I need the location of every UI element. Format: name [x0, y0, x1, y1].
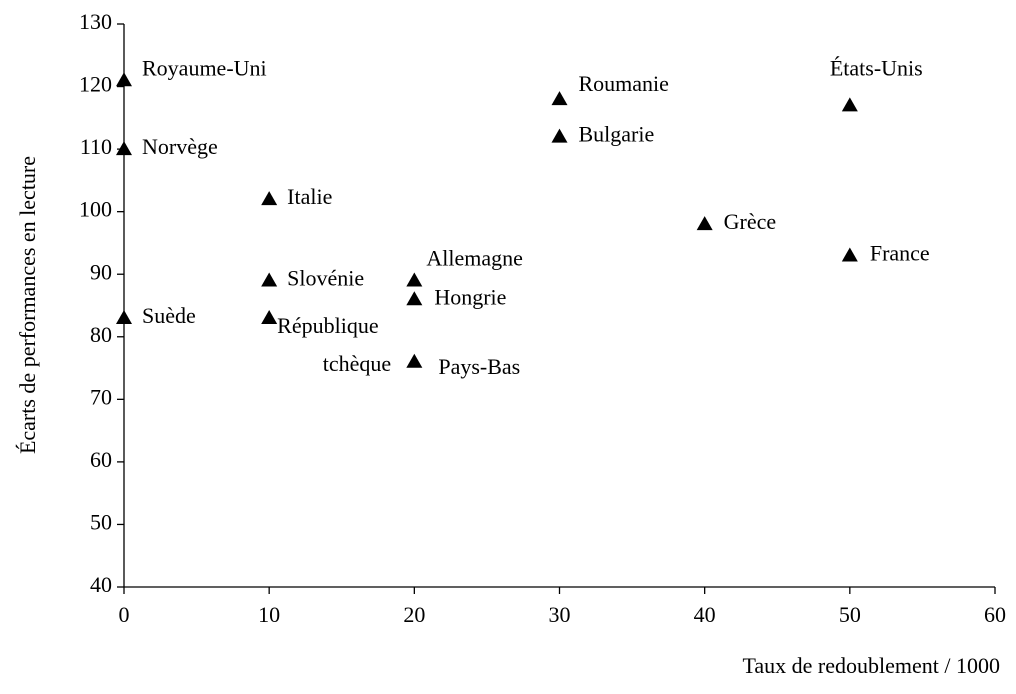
y-tick-label: 40	[90, 572, 112, 597]
point-label: Suède	[142, 303, 196, 328]
marker	[406, 353, 423, 368]
point-label: Bulgarie	[579, 122, 655, 147]
x-tick-label: 20	[403, 602, 425, 627]
x-tick-label: 10	[258, 602, 280, 627]
x-tick-label: 40	[694, 602, 716, 627]
marker	[116, 310, 132, 325]
point-label: Italie	[287, 184, 332, 209]
y-tick-label: 130	[79, 9, 112, 34]
point-label: États-Unis	[830, 55, 923, 80]
point-label: Royaume-Uni	[142, 55, 267, 80]
marker	[261, 191, 278, 206]
point-label: Allemagne	[426, 246, 523, 271]
marker	[406, 272, 423, 287]
y-tick-label: 110	[80, 134, 112, 159]
marker	[116, 141, 132, 156]
point-label: Pays-Bas	[438, 354, 520, 379]
marker	[696, 216, 713, 231]
y-tick-label: 120	[79, 72, 112, 97]
point-label-line: République	[277, 313, 378, 338]
y-tick-label: 80	[90, 322, 112, 347]
y-tick-label: 90	[90, 259, 112, 284]
marker	[261, 272, 278, 287]
y-tick-label: 60	[90, 447, 112, 472]
y-tick-label: 70	[90, 384, 112, 409]
point-label: Hongrie	[434, 284, 506, 309]
marker	[261, 310, 278, 325]
x-axis-label: Taux de redoublement / 1000	[742, 653, 1000, 678]
marker	[841, 247, 858, 262]
point-label: Grèce	[724, 209, 777, 234]
point-label: France	[870, 241, 930, 266]
marker	[551, 128, 568, 143]
point-label: Slovénie	[287, 266, 364, 291]
point-label: République tchèque	[277, 313, 391, 376]
point-label: Norvège	[142, 134, 218, 159]
x-tick-label: 60	[984, 602, 1006, 627]
x-tick-label: 30	[549, 602, 571, 627]
point-label: Roumanie	[579, 71, 669, 96]
y-axis-label: Écarts de performances en lecture	[15, 156, 40, 454]
marker	[116, 72, 132, 87]
x-tick-label: 0	[119, 602, 130, 627]
point-label-line: tchèque	[323, 351, 391, 376]
y-tick-label: 50	[90, 509, 112, 534]
x-tick-label: 50	[839, 602, 861, 627]
marker	[406, 291, 423, 306]
marker	[551, 91, 568, 106]
y-tick-label: 100	[79, 197, 112, 222]
marker	[841, 97, 858, 112]
